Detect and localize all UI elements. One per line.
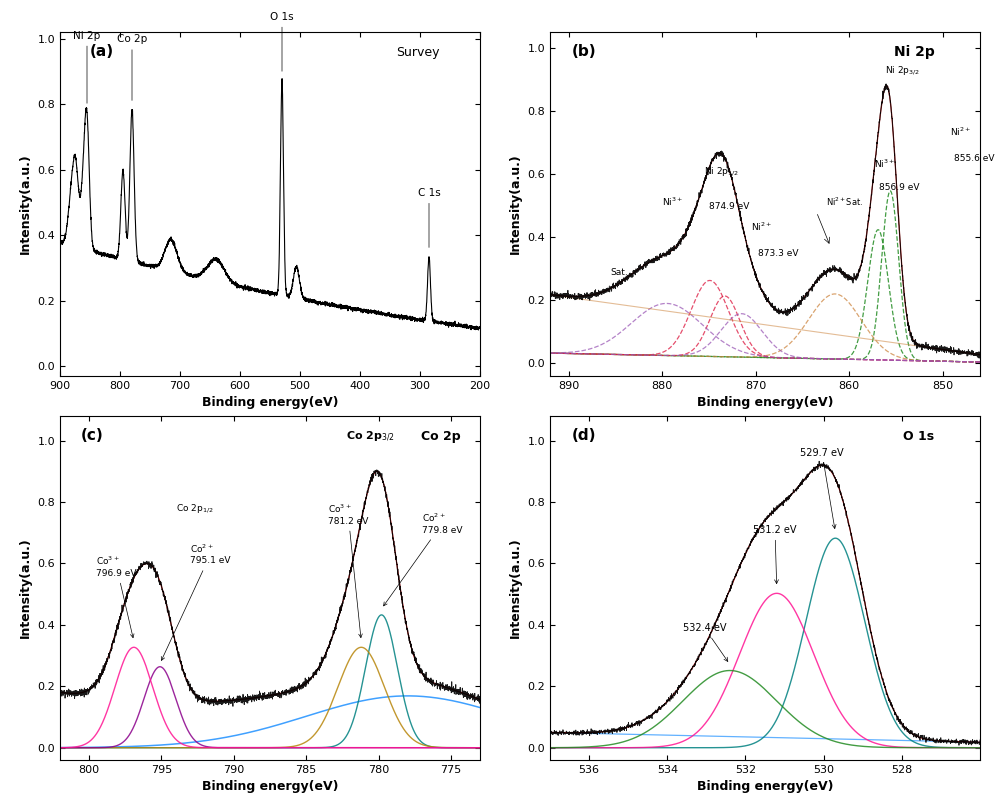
Text: O 1s: O 1s: [270, 12, 294, 71]
Text: 532.4 eV: 532.4 eV: [683, 623, 728, 662]
Text: Ni$^{2+}$: Ni$^{2+}$: [751, 221, 772, 233]
Text: O 1s: O 1s: [903, 430, 934, 443]
X-axis label: Binding energy(eV): Binding energy(eV): [697, 781, 833, 794]
Text: Co 2p$_{1/2}$: Co 2p$_{1/2}$: [176, 502, 213, 515]
Text: 873.3 eV: 873.3 eV: [758, 249, 798, 258]
Text: 855.6 eV: 855.6 eV: [954, 154, 994, 163]
Text: Ni$^{2+}$: Ni$^{2+}$: [950, 126, 971, 138]
Text: 529.7 eV: 529.7 eV: [800, 448, 844, 529]
Text: (b): (b): [572, 44, 596, 59]
Text: 856.9 eV: 856.9 eV: [879, 182, 920, 192]
Text: 874.9 eV: 874.9 eV: [709, 202, 749, 210]
Text: Sat.: Sat.: [611, 268, 629, 277]
Text: 531.2 eV: 531.2 eV: [753, 525, 797, 584]
Text: Co$^{3+}$
796.9 eV: Co$^{3+}$ 796.9 eV: [96, 555, 137, 638]
Text: Ni 2p: Ni 2p: [73, 30, 101, 103]
Text: Co 2p: Co 2p: [117, 34, 147, 101]
Y-axis label: Intensity(a.u.): Intensity(a.u.): [509, 538, 522, 638]
Text: Ni$^{2+}$Sat.: Ni$^{2+}$Sat.: [826, 195, 863, 207]
Text: (d): (d): [572, 428, 596, 443]
Text: (a): (a): [89, 44, 114, 59]
Text: Ni 2p$_{3/2}$: Ni 2p$_{3/2}$: [885, 64, 920, 77]
Text: Ni 2p$_{1/2}$: Ni 2p$_{1/2}$: [704, 166, 739, 178]
Text: Co 2p: Co 2p: [421, 430, 461, 443]
Text: Ni 2p: Ni 2p: [894, 45, 935, 59]
X-axis label: Binding energy(eV): Binding energy(eV): [202, 781, 338, 794]
Text: Ni$^{3+}$: Ni$^{3+}$: [874, 158, 896, 170]
Text: Co 2p$_{3/2}$: Co 2p$_{3/2}$: [346, 430, 395, 444]
Text: Co$^{2+}$
795.1 eV: Co$^{2+}$ 795.1 eV: [161, 542, 231, 661]
Text: Co$^{3+}$
781.2 eV: Co$^{3+}$ 781.2 eV: [328, 502, 368, 638]
Text: Co$^{2+}$
779.8 eV: Co$^{2+}$ 779.8 eV: [384, 512, 463, 606]
Y-axis label: Intensity(a.u.): Intensity(a.u.): [19, 154, 32, 254]
Text: Ni$^{3+}$: Ni$^{3+}$: [662, 195, 683, 207]
X-axis label: Binding energy(eV): Binding energy(eV): [202, 397, 338, 410]
Text: Survey: Survey: [396, 46, 440, 59]
Text: C 1s: C 1s: [418, 188, 440, 247]
X-axis label: Binding energy(eV): Binding energy(eV): [697, 397, 833, 410]
Y-axis label: Intensity(a.u.): Intensity(a.u.): [19, 538, 32, 638]
Y-axis label: Intensity(a.u.): Intensity(a.u.): [509, 154, 522, 254]
Text: (c): (c): [81, 428, 104, 443]
